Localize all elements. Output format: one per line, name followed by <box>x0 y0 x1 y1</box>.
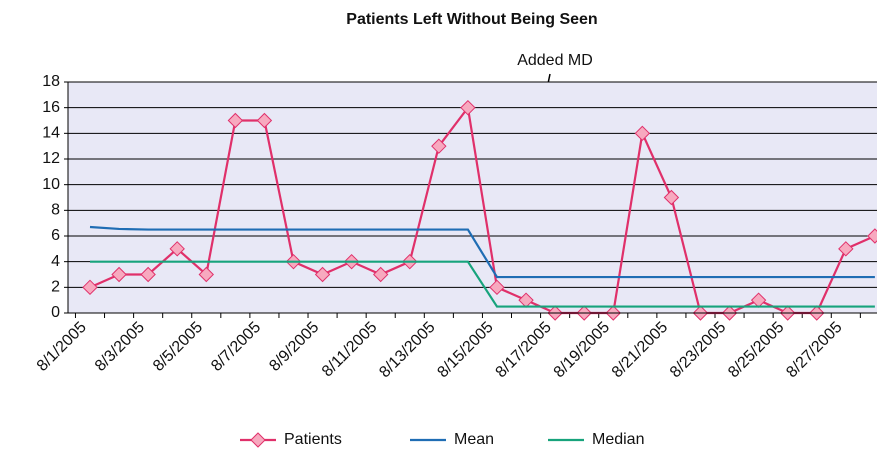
x-tick-label: 8/7/2005 <box>208 319 264 375</box>
y-tick-label: 6 <box>51 227 60 244</box>
x-tick-label: 8/15/2005 <box>434 319 496 381</box>
data-point <box>111 266 127 283</box>
data-point <box>460 99 476 116</box>
y-tick-label: 0 <box>51 304 60 321</box>
x-tick-label: 8/25/2005 <box>725 319 787 381</box>
chart-title: Patients Left Without Being Seen <box>346 11 597 28</box>
x-tick-label: 8/9/2005 <box>266 319 322 375</box>
data-point <box>372 266 389 283</box>
y-tick-label: 12 <box>42 150 60 167</box>
legend-marker <box>250 432 266 448</box>
data-point <box>489 279 505 296</box>
y-tick-label: 10 <box>42 176 60 193</box>
y-tick-label: 18 <box>42 73 60 90</box>
data-point <box>634 125 651 142</box>
x-tick-label: 8/11/2005 <box>319 319 381 381</box>
series-line <box>89 225 875 279</box>
data-point <box>256 112 273 129</box>
legend-label: Mean <box>454 431 494 448</box>
legend-label: Median <box>592 431 644 448</box>
x-tick-label: 8/27/2005 <box>783 319 845 381</box>
data-point <box>198 266 214 283</box>
x-tick-label: 8/13/2005 <box>376 319 438 381</box>
x-tick-label: 8/17/2005 <box>493 319 555 381</box>
data-point <box>431 138 447 154</box>
data-point <box>82 279 98 296</box>
data-point <box>140 266 156 283</box>
x-tick-label: 8/5/2005 <box>150 319 206 375</box>
y-tick-label: 16 <box>42 99 60 116</box>
y-tick-label: 4 <box>51 253 60 270</box>
x-tick-label: 8/1/2005 <box>34 319 90 375</box>
x-tick-label: 8/19/2005 <box>551 319 613 381</box>
x-tick-label: 8/3/2005 <box>92 319 148 375</box>
data-point <box>227 112 244 129</box>
data-point <box>867 228 877 244</box>
data-point <box>663 189 680 206</box>
plot-area <box>68 82 877 313</box>
y-tick-label: 2 <box>51 279 60 296</box>
y-tick-label: 8 <box>51 202 60 219</box>
data-point <box>314 266 331 283</box>
data-point <box>838 241 854 257</box>
legend-label: Patients <box>284 431 342 448</box>
x-tick-label: 8/21/2005 <box>609 319 671 381</box>
series-line <box>90 260 875 308</box>
y-tick-label: 14 <box>42 125 60 142</box>
annotation: Added MD <box>517 52 593 69</box>
data-point <box>169 241 185 257</box>
x-tick-label: 8/23/2005 <box>667 319 729 381</box>
